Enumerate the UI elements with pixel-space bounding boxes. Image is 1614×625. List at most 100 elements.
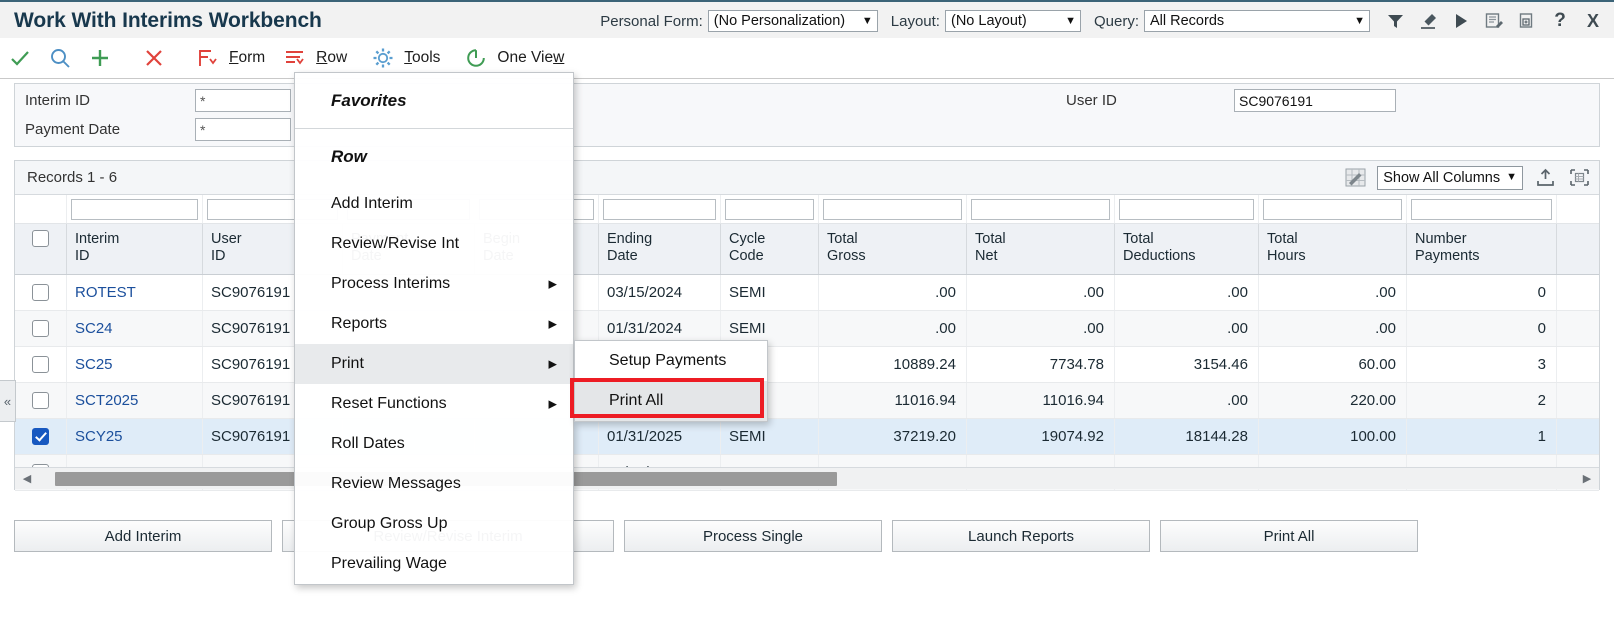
select-all-checkbox[interactable]: [32, 230, 49, 247]
table-row[interactable]: SC24 SC9076191 01/31/2024 SEMI .00.00.00.00 0: [15, 311, 1599, 347]
row-checkbox[interactable]: [32, 428, 49, 445]
scrollbar-track[interactable]: [39, 468, 1575, 490]
filter-cell-interim-id[interactable]: [67, 195, 203, 223]
row-checkbox[interactable]: [32, 320, 49, 337]
help-icon[interactable]: ?: [1554, 10, 1566, 31]
column-header-total-hours[interactable]: Total Hours: [1259, 224, 1407, 274]
column-header-ending-date[interactable]: Ending Date: [599, 224, 721, 274]
column-header-total-gross[interactable]: Total Gross: [819, 224, 967, 274]
menu-item-add-interim[interactable]: Add Interim: [295, 184, 573, 224]
toolbar-form-button[interactable]: Form: [188, 38, 275, 78]
table-row[interactable]: SCY25 SC9076191 01/31/2025 SEMI 37219.20 1907…: [15, 419, 1599, 455]
edit-document-icon[interactable]: [1484, 11, 1504, 31]
menu-item-prevailing-wage[interactable]: Prevailing Wage: [295, 544, 573, 584]
column-header-interim-id[interactable]: Interim ID: [67, 224, 203, 274]
toolbar-row-button[interactable]: Row: [275, 38, 357, 78]
filter-cell-total-hours[interactable]: [1259, 195, 1407, 223]
submenu-item-setup-payments[interactable]: Setup Payments: [575, 341, 767, 381]
interim-id-input[interactable]: *: [195, 89, 291, 112]
filter-icon[interactable]: [1385, 11, 1405, 31]
column-header-select[interactable]: [15, 224, 67, 274]
launch-reports-button[interactable]: Launch Reports: [892, 520, 1150, 552]
cell-interim-id[interactable]: SC24: [67, 311, 203, 346]
grid-body: ROTEST SC9076191 03/15/2024 SEMI .00.00.00.0…: [15, 275, 1599, 491]
menu-item-print[interactable]: Print ▶: [295, 344, 573, 384]
cell-select[interactable]: [15, 347, 67, 382]
row-icon: [275, 38, 315, 78]
cell-cycle-code: [721, 383, 819, 418]
menu-item-review-revise-int[interactable]: Review/Revise Int: [295, 224, 573, 264]
header-icon-group: ? X: [1385, 10, 1603, 31]
user-id-input[interactable]: SC9076191: [1234, 89, 1396, 112]
process-single-button[interactable]: Process Single: [624, 520, 882, 552]
scroll-left-arrow[interactable]: ◀: [22, 473, 32, 485]
menu-item-process-interims[interactable]: Process Interims ▶: [295, 264, 573, 304]
highlighter-icon[interactable]: [1418, 11, 1438, 31]
cell-select[interactable]: [15, 419, 67, 454]
filter-input-total-hours[interactable]: [1263, 198, 1402, 220]
filter-input-interim-id[interactable]: [71, 198, 198, 220]
filter-input-cycle-code[interactable]: [725, 198, 814, 220]
cell-interim-id[interactable]: SCY25: [67, 419, 203, 454]
column-header-total-net[interactable]: Total Net: [967, 224, 1115, 274]
column-header-cycle-code[interactable]: Cycle Code: [721, 224, 819, 274]
filter-cell-total-gross[interactable]: [819, 195, 967, 223]
toolbar-ok-button[interactable]: [0, 38, 40, 78]
horizontal-scrollbar[interactable]: ◀ ▶: [15, 467, 1599, 489]
cell-select[interactable]: [15, 311, 67, 346]
collapse-panel-toggle[interactable]: «: [0, 380, 16, 422]
toolbar-one-view-button[interactable]: One View: [456, 38, 574, 78]
toolbar-find-button[interactable]: [40, 38, 80, 78]
cell-interim-id[interactable]: ROTEST: [67, 275, 203, 310]
save-document-icon[interactable]: [1517, 11, 1537, 31]
grid-config-icon[interactable]: [1567, 167, 1591, 189]
show-columns-select[interactable]: Show All Columns ▼: [1377, 165, 1523, 190]
menu-item-reports[interactable]: Reports ▶: [295, 304, 573, 344]
play-icon[interactable]: [1451, 11, 1471, 31]
filter-cell-total-deductions[interactable]: [1115, 195, 1259, 223]
filter-input-total-deductions[interactable]: [1119, 198, 1254, 220]
add-interim-button[interactable]: Add Interim: [14, 520, 272, 552]
close-icon[interactable]: X: [1586, 10, 1599, 31]
row-checkbox[interactable]: [32, 284, 49, 301]
menu-item-group-gross-up[interactable]: Group Gross Up: [295, 504, 573, 544]
row-checkbox[interactable]: [32, 392, 49, 409]
menu-item-review-messages[interactable]: Review Messages: [295, 464, 573, 504]
toolbar-add-button[interactable]: [80, 38, 120, 78]
filter-cell-total-net[interactable]: [967, 195, 1115, 223]
customize-grid-icon[interactable]: [1343, 167, 1367, 189]
cell-number-payments: 1: [1407, 419, 1557, 454]
menu-item-roll-dates[interactable]: Roll Dates: [295, 424, 573, 464]
cell-select[interactable]: [15, 383, 67, 418]
scroll-right-arrow[interactable]: ▶: [1582, 473, 1592, 485]
table-row[interactable]: SC25 SC9076191 10889.24 7734.78 3154.46 60.00…: [15, 347, 1599, 383]
filter-cell-number-payments[interactable]: [1407, 195, 1557, 223]
toolbar-delete-button[interactable]: [134, 38, 174, 78]
filter-input-ending-date[interactable]: [603, 198, 716, 220]
payment-date-input[interactable]: *: [195, 118, 291, 141]
filter-cell-cycle-code[interactable]: [721, 195, 819, 223]
filter-input-total-gross[interactable]: [823, 198, 962, 220]
column-header-number-payments[interactable]: Number Payments: [1407, 224, 1557, 274]
filter-input-number-payments[interactable]: [1411, 198, 1552, 220]
personal-form-select[interactable]: (No Personalization) ▼: [707, 10, 878, 32]
menu-item-reset-functions[interactable]: Reset Functions ▶: [295, 384, 573, 424]
chevron-down-icon: ▼: [1506, 171, 1517, 183]
toolbar-tools-button[interactable]: Tools: [363, 38, 450, 78]
column-header-user-id[interactable]: User ID: [203, 224, 343, 274]
export-icon[interactable]: [1533, 167, 1557, 189]
filter-cell-ending-date[interactable]: [599, 195, 721, 223]
table-row[interactable]: ROTEST SC9076191 03/15/2024 SEMI .00.00.00.0…: [15, 275, 1599, 311]
column-header-line2: Payments: [1415, 248, 1480, 264]
layout-select[interactable]: (No Layout) ▼: [944, 10, 1081, 32]
cell-select[interactable]: [15, 275, 67, 310]
cell-interim-id[interactable]: SCT2025: [67, 383, 203, 418]
row-checkbox[interactable]: [32, 356, 49, 373]
table-row[interactable]: SCT2025 SC9076191 11016.94 11016.94.00 220.0…: [15, 383, 1599, 419]
column-header-total-deductions[interactable]: Total Deductions: [1115, 224, 1259, 274]
submenu-item-print-all[interactable]: Print All: [575, 381, 767, 421]
filter-input-total-net[interactable]: [971, 198, 1110, 220]
cell-interim-id[interactable]: SC25: [67, 347, 203, 382]
print-all-button[interactable]: Print All: [1160, 520, 1418, 552]
query-select[interactable]: All Records ▼: [1144, 10, 1370, 32]
